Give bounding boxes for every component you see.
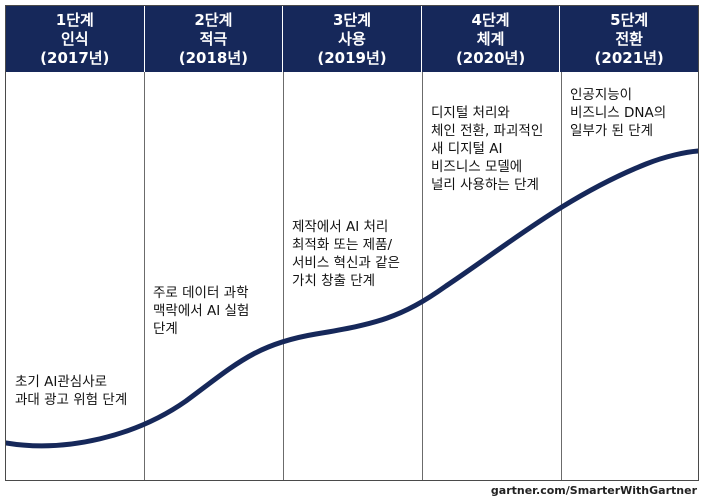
stage-year: (2020년) (455, 48, 526, 67)
stage-name: 인식 (60, 29, 89, 48)
column-divider (144, 6, 145, 480)
column-divider (422, 6, 423, 480)
stage-header-4: 4단계 체계 (2020년) (421, 6, 561, 72)
stage-step: 2단계 (194, 10, 233, 29)
stage-step: 5단계 (610, 10, 649, 29)
stage-year: (2021년) (594, 48, 664, 67)
stage-header-2: 2단계 적극 (2018년) (144, 6, 284, 72)
stage-year: (2018년) (178, 48, 249, 67)
stage-description-5: 인공지능이 비즈니스 DNA의 일부가 된 단계 (570, 86, 667, 140)
stage-step: 3단계 (332, 10, 371, 29)
stage-step: 1단계 (55, 10, 94, 29)
column-divider (283, 6, 284, 480)
stage-year: (2019년) (317, 48, 387, 67)
growth-curve-line (6, 148, 698, 449)
stage-name: 사용 (338, 29, 366, 48)
stage-header-1: 1단계 인식 (2017년) (6, 6, 145, 72)
stage-description-2: 주로 데이터 과학 맥락에서 AI 실험 단계 (153, 284, 250, 338)
stage-step: 4단계 (471, 10, 510, 29)
stage-description-4: 디지털 처리와 체인 전환, 파괴적인 새 디지털 AI 비즈니스 모델에 널리… (431, 104, 544, 194)
stage-name: 적극 (199, 29, 228, 48)
source-credit: gartner.com/SmarterWithGartner (490, 484, 697, 497)
stage-header-row: 1단계 인식 (2017년) 2단계 적극 (2018년) 3단계 사용 (20… (6, 6, 698, 72)
maturity-curve (6, 148, 698, 449)
stage-header-3: 3단계 사용 (2019년) (283, 6, 422, 72)
stage-description-1: 초기 AI관심사로 과대 광고 위험 단계 (15, 373, 128, 409)
stage-description-3: 제작에서 AI 처리 최적화 또는 제품/ 서비스 혁신과 같은 가치 창출 단… (292, 218, 400, 290)
stage-name: 체계 (476, 29, 505, 48)
maturity-diagram: 1단계 인식 (2017년) 2단계 적극 (2018년) 3단계 사용 (20… (5, 5, 699, 481)
stage-year: (2017년) (40, 48, 110, 67)
stage-header-5: 5단계 전환 (2021년) (560, 6, 698, 72)
column-divider (561, 6, 562, 480)
stage-name: 전환 (615, 29, 643, 48)
